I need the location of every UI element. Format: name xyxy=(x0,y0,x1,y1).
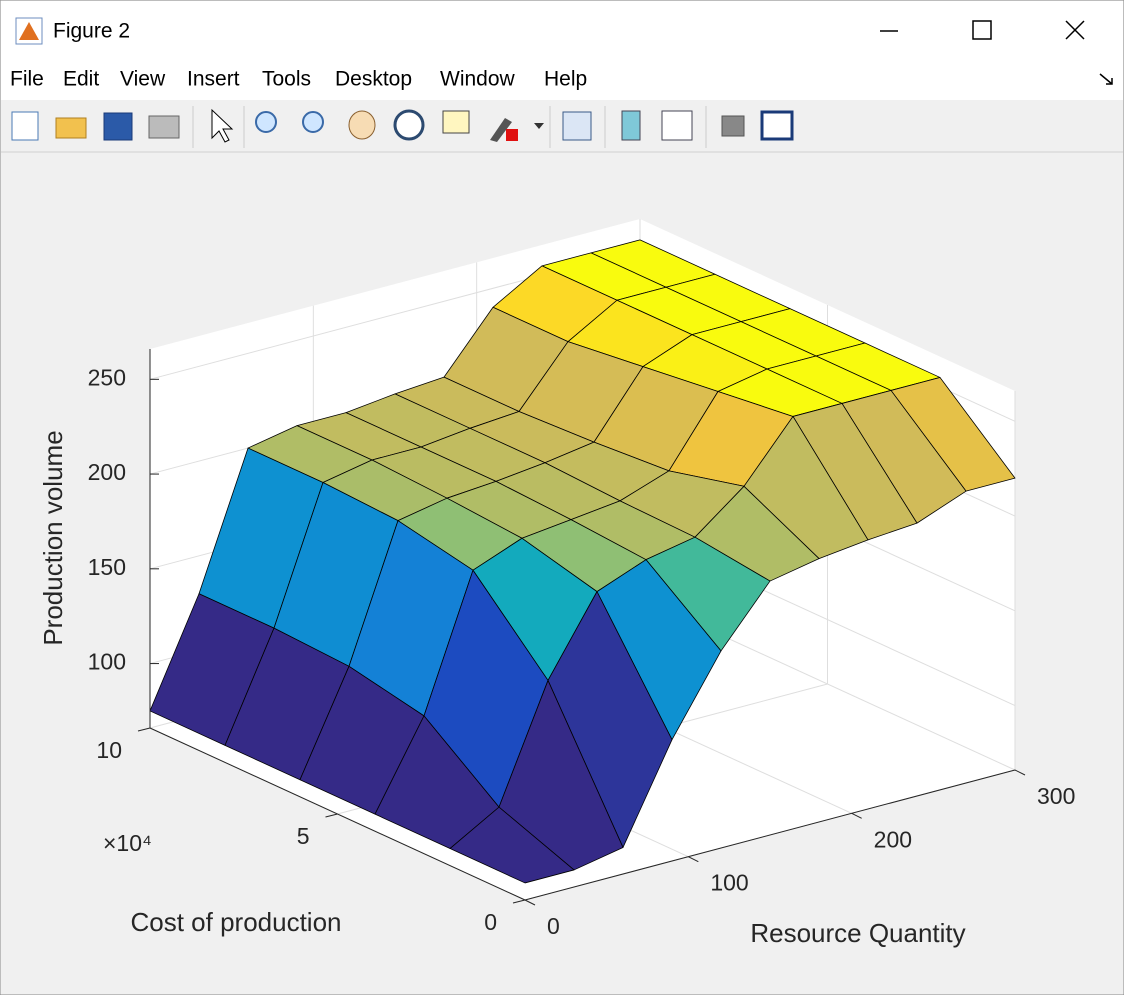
x-tick xyxy=(688,856,699,863)
window-title: Figure 2 xyxy=(53,20,130,43)
toolbar xyxy=(1,100,1123,152)
close-button[interactable] xyxy=(1065,20,1085,40)
title-menu-bar xyxy=(1,1,1123,100)
y-tick xyxy=(512,899,526,904)
menu-item[interactable]: File xyxy=(10,68,44,91)
menu-item[interactable]: Help xyxy=(544,68,587,91)
pan-icon[interactable] xyxy=(348,110,376,140)
menu-item[interactable]: Edit xyxy=(63,68,99,91)
x-axis-label: Resource Quantity xyxy=(750,918,965,948)
brush-color xyxy=(506,129,518,141)
x-tick-label: 0 xyxy=(547,913,560,939)
x-tick xyxy=(851,812,862,819)
menu-item[interactable]: View xyxy=(120,68,166,91)
x-tick xyxy=(1014,769,1026,776)
z-axis-label: Production volume xyxy=(38,430,68,645)
new-icon[interactable] xyxy=(11,111,39,141)
menu-item[interactable]: Desktop xyxy=(335,68,412,91)
y-tick xyxy=(325,813,338,818)
y-tick-label: 10 xyxy=(96,737,122,763)
y-tick xyxy=(137,727,151,732)
menu-item[interactable]: Window xyxy=(440,68,516,91)
y-axis-label: Cost of production xyxy=(130,907,341,937)
brush-menu[interactable] xyxy=(534,123,544,129)
x-tick-label: 300 xyxy=(1037,783,1075,809)
legend-icon[interactable] xyxy=(661,110,693,141)
y-tick-label: 0 xyxy=(484,909,497,935)
print-icon[interactable] xyxy=(148,115,180,139)
z-tick-label: 100 xyxy=(88,649,126,675)
x-tick xyxy=(524,899,536,906)
brush-icon[interactable] xyxy=(490,118,512,142)
x-axis-line xyxy=(524,769,1016,901)
show-tools-icon[interactable] xyxy=(760,110,794,141)
x-tick-label: 100 xyxy=(710,870,748,896)
z-tick-label: 150 xyxy=(88,554,126,580)
rotate-icon[interactable] xyxy=(393,109,425,141)
x-tick-label: 200 xyxy=(874,826,912,852)
datatip-icon[interactable] xyxy=(442,110,470,134)
axes: 10015020025005100100200300×10⁴Production… xyxy=(38,219,1075,948)
maximize-button[interactable] xyxy=(972,20,992,40)
menu-bar: File Edit View Insert Tools Desktop Window Help xyxy=(10,68,587,91)
z-tick-label: 200 xyxy=(88,459,126,485)
surface-patch xyxy=(449,806,575,884)
y-multiplier: ×10⁴ xyxy=(103,830,152,856)
link-icon[interactable] xyxy=(562,111,592,141)
open-icon[interactable] xyxy=(55,117,87,139)
y-tick-label: 5 xyxy=(297,823,310,849)
zoom-in-icon[interactable] xyxy=(255,111,277,133)
toolbar-icons xyxy=(11,106,794,148)
save-icon[interactable] xyxy=(103,112,133,141)
colorbar-icon[interactable] xyxy=(621,110,641,141)
dock-button[interactable] xyxy=(1099,73,1113,85)
app-icon xyxy=(15,17,43,45)
zoom-out-icon[interactable] xyxy=(302,111,324,133)
menu-item[interactable]: Insert xyxy=(187,68,240,91)
hide-tools-icon[interactable] xyxy=(721,115,745,137)
menu-item[interactable]: Tools xyxy=(262,68,311,91)
z-tick-label: 250 xyxy=(88,364,126,390)
pointer-icon[interactable] xyxy=(211,108,234,143)
